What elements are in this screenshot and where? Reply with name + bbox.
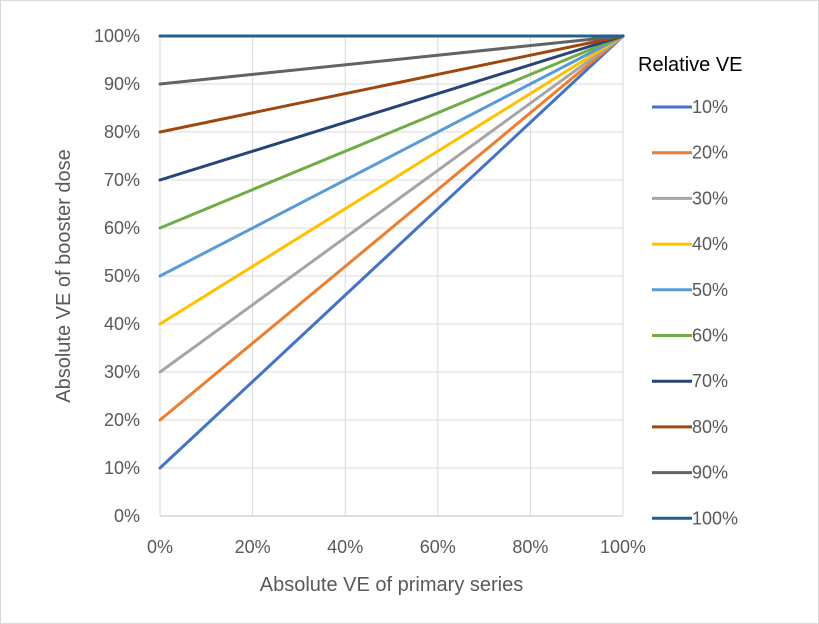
legend-item: 60%: [652, 326, 728, 346]
legend-item: 10%: [652, 97, 728, 117]
legend-item: 80%: [652, 417, 728, 437]
legend-item: 70%: [652, 371, 728, 391]
x-tick-label: 0%: [147, 537, 173, 557]
series-line-70pct: [158, 34, 625, 182]
series-line-20pct: [158, 34, 625, 422]
legend-label: 90%: [692, 463, 728, 483]
legend-label: 50%: [692, 280, 728, 300]
y-tick-label: 0%: [114, 506, 140, 526]
legend-items: 10% 20% 30% 40% 50% 60% 70% 80% 90% 100%: [652, 97, 738, 528]
legend-label: 20%: [692, 143, 728, 163]
legend-label: 70%: [692, 371, 728, 391]
legend-item: 20%: [652, 143, 728, 163]
legend-title: Relative VE: [638, 54, 743, 76]
series-line-10pct: [158, 34, 625, 470]
x-tick-label: 60%: [420, 537, 456, 557]
series-line-80pct: [158, 34, 625, 134]
y-tick-label: 70%: [104, 170, 140, 190]
series-line-50pct: [158, 34, 625, 278]
y-tick-label: 80%: [104, 122, 140, 142]
y-tick-label: 50%: [104, 266, 140, 286]
legend-item: 40%: [652, 234, 728, 254]
y-axis-title: Absolute VE of booster dose: [53, 149, 75, 403]
legend-item: 100%: [652, 508, 738, 528]
series-line-30pct: [158, 34, 625, 374]
legend-item: 30%: [652, 188, 728, 208]
y-tick-label: 90%: [104, 74, 140, 94]
x-tick-label: 100%: [600, 537, 646, 557]
y-tick-label: 20%: [104, 410, 140, 430]
x-tick-label: 20%: [235, 537, 271, 557]
y-tick-label: 30%: [104, 362, 140, 382]
y-tick-label: 40%: [104, 314, 140, 334]
legend-item: 50%: [652, 280, 728, 300]
legend-item: 90%: [652, 463, 728, 483]
series-line-90pct: [158, 34, 625, 86]
series-line-60pct: [158, 34, 625, 230]
x-tick-labels: 0% 20% 40% 60% 80% 100%: [147, 537, 646, 557]
legend-label: 30%: [692, 188, 728, 208]
y-tick-label: 100%: [94, 26, 140, 46]
y-tick-label: 10%: [104, 458, 140, 478]
series-line-40pct: [158, 34, 625, 326]
series-lines: [158, 34, 625, 470]
x-axis-title: Absolute VE of primary series: [260, 574, 523, 596]
x-tick-label: 40%: [327, 537, 363, 557]
legend-label: 80%: [692, 417, 728, 437]
legend-label: 100%: [692, 508, 738, 528]
x-tick-label: 80%: [512, 537, 548, 557]
legend-label: 10%: [692, 97, 728, 117]
legend: Relative VE 10%20%30%40%50%60%70%80%90%1…: [638, 54, 743, 528]
legend-label: 40%: [692, 234, 728, 254]
y-tick-labels: 0% 10% 20% 30% 40% 50% 60% 70% 80% 90% 100%: [94, 26, 140, 526]
legend-label: 60%: [692, 326, 728, 346]
y-tick-label: 60%: [104, 218, 140, 238]
